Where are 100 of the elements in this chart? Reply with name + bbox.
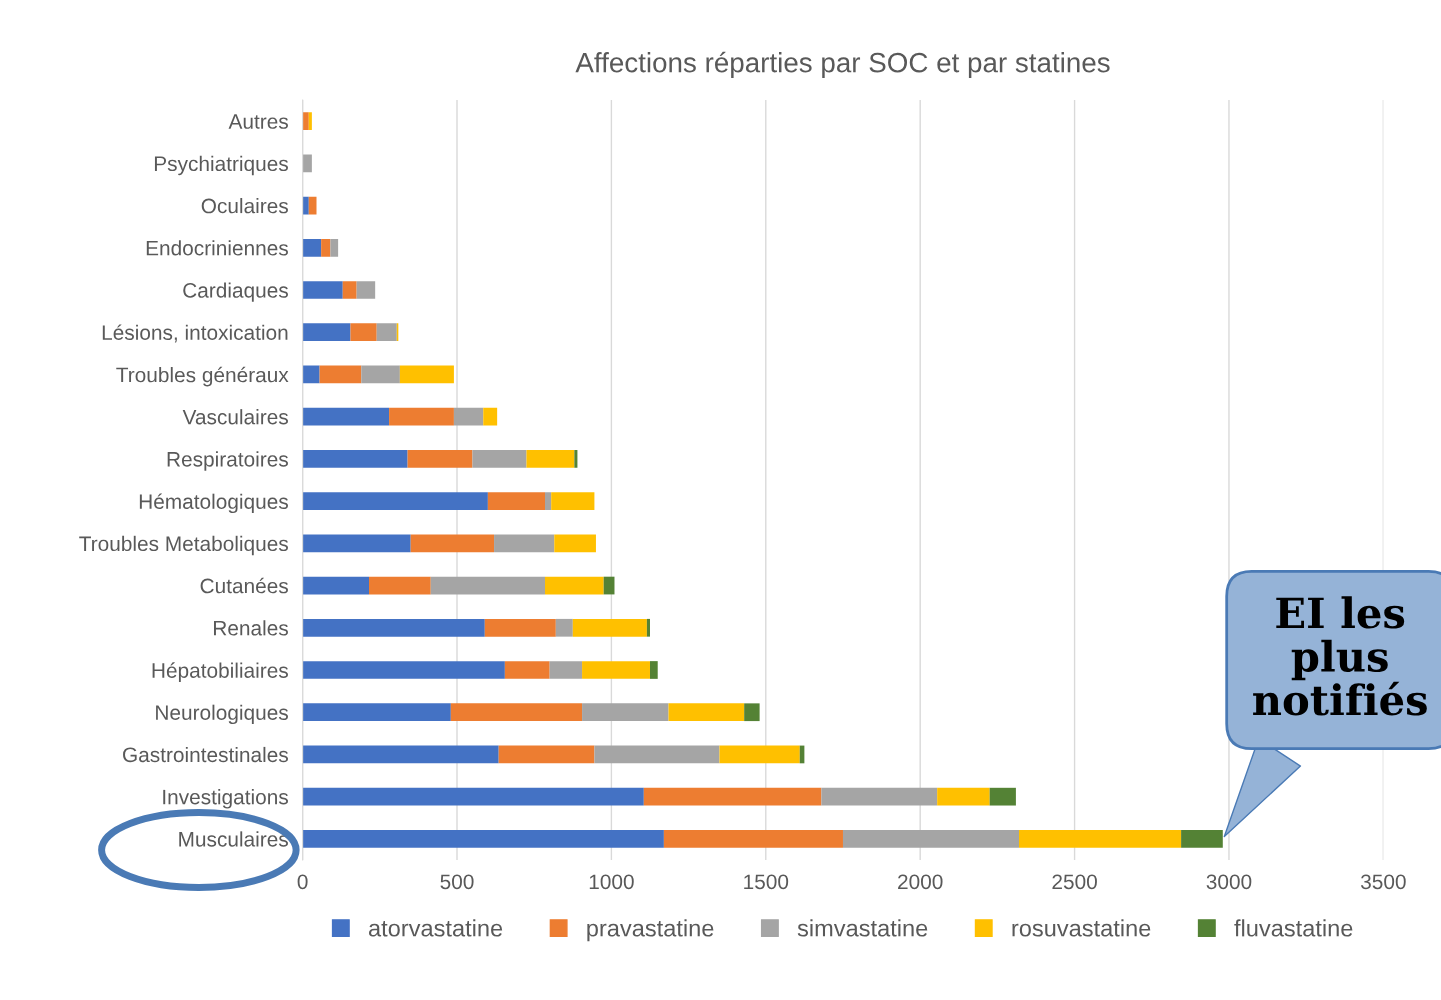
bar — [302, 323, 351, 342]
bar — [302, 661, 505, 679]
bar — [302, 365, 320, 384]
bar — [453, 407, 484, 426]
bar — [526, 450, 575, 468]
y-tick-label: Oculaires — [201, 198, 288, 214]
x-tick-label: 1500 — [744, 874, 789, 890]
y-tick-label: Hématologiques — [139, 493, 288, 514]
bar — [494, 534, 555, 553]
y-tick-label: Renales — [214, 620, 288, 636]
bar — [842, 830, 1019, 848]
legend-label: atorvastatine — [368, 919, 503, 937]
x-tick-label: 3500 — [1360, 874, 1406, 890]
x-tick-label: 0 — [297, 874, 308, 890]
y-tick-label: Endocriniennes — [146, 240, 288, 256]
bar — [302, 576, 369, 595]
bar — [719, 745, 800, 764]
bar — [302, 196, 309, 215]
x-tick-label: 500 — [440, 874, 474, 890]
bar — [410, 534, 495, 553]
bar — [376, 323, 397, 342]
bar — [668, 703, 745, 722]
bar — [649, 661, 658, 679]
bar — [302, 281, 343, 299]
bar — [555, 618, 573, 637]
y-tick-label: Gastrointestinales — [123, 746, 288, 763]
x-tick-label: 2500 — [1052, 874, 1097, 890]
bar — [646, 618, 650, 637]
bar — [450, 703, 583, 722]
y-tick-label: Musculaires — [179, 831, 288, 847]
bar — [302, 703, 451, 722]
bar — [663, 830, 843, 848]
annotation: EI les plus notifiés — [1253, 596, 1427, 716]
bar — [498, 745, 595, 764]
bar — [399, 365, 454, 384]
bar — [302, 787, 644, 806]
chart-title: Affections réparties par SOC et par statines — [575, 51, 1110, 78]
bar — [369, 576, 431, 595]
bar — [484, 618, 556, 637]
bar — [389, 407, 454, 426]
legend-label: simvastatine — [797, 919, 928, 937]
bar — [549, 661, 583, 679]
bar — [572, 618, 647, 637]
bar — [302, 407, 390, 426]
bar — [308, 196, 317, 215]
bar — [308, 112, 312, 130]
x-tick-label: 1000 — [589, 874, 634, 890]
bar — [302, 450, 408, 468]
y-tick-label: Hépatobiliaires — [152, 662, 288, 682]
bar — [350, 323, 377, 342]
bar — [504, 661, 550, 679]
bar — [302, 534, 411, 553]
bar — [551, 492, 595, 510]
bar — [989, 787, 1016, 806]
y-tick-label: Investigations — [163, 789, 288, 809]
bar — [321, 238, 331, 257]
bar — [643, 787, 822, 806]
bar — [1181, 830, 1223, 848]
legend-label: fluvastatine — [1234, 919, 1353, 937]
y-tick-label: Vasculaires — [182, 409, 288, 425]
bar — [937, 787, 990, 806]
x-tick-label: 3000 — [1206, 874, 1252, 890]
y-tick-label: Troubles Metaboliques — [79, 535, 288, 556]
y-tick-label: Lésions, intoxication — [102, 324, 288, 343]
bar — [302, 745, 499, 764]
bar — [302, 112, 309, 130]
bar — [554, 534, 596, 553]
x-tick-label: 2000 — [898, 874, 943, 890]
bar — [330, 238, 339, 257]
bar — [407, 450, 473, 468]
y-tick-label: Psychiatriques — [154, 155, 288, 176]
bar — [342, 281, 357, 299]
bar — [594, 745, 720, 764]
y-tick-label: Neurologiques — [156, 704, 288, 725]
y-tick-label: Respiratoires — [167, 451, 288, 471]
bar — [582, 703, 669, 722]
y-tick-label: Cardiaques — [183, 282, 288, 302]
bar — [319, 365, 362, 384]
bar — [821, 787, 938, 806]
bar — [302, 238, 322, 257]
bar — [361, 365, 400, 384]
bar — [487, 492, 546, 510]
bar — [582, 661, 650, 679]
y-tick-label: Cutanées — [200, 577, 288, 594]
bar — [483, 407, 498, 426]
bar — [356, 281, 376, 299]
y-tick-label: Autres — [228, 114, 288, 129]
legend-label: rosuvastatine — [1012, 919, 1151, 937]
legend-label: pravastatine — [587, 919, 714, 942]
bar — [574, 450, 578, 468]
y-tick-label: Troubles généraux — [116, 366, 289, 387]
bar — [302, 830, 664, 848]
bar — [744, 703, 760, 722]
bar — [472, 450, 527, 468]
bar — [1018, 830, 1182, 848]
bar — [302, 618, 485, 637]
bar — [545, 576, 604, 595]
bar — [545, 492, 552, 510]
bar — [302, 492, 488, 510]
bar — [430, 576, 546, 595]
